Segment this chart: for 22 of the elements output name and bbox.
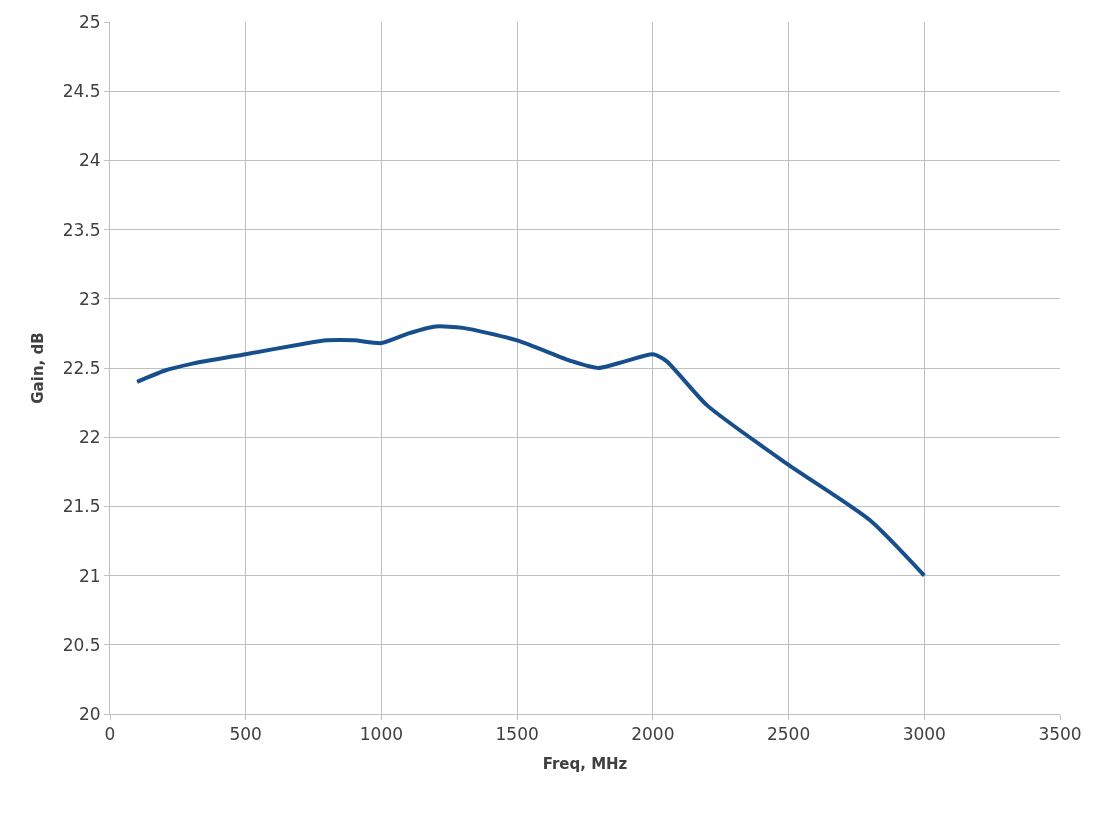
x-tick-label: 3000 [902, 724, 946, 745]
y-tick-label: 23.5 [62, 219, 101, 240]
x-tick-label: 3500 [1038, 724, 1082, 745]
y-tick-label: 24 [78, 150, 101, 171]
y-tick-label: 22.5 [62, 357, 101, 378]
y-tick-label: 20 [78, 703, 101, 724]
y-tick-label: 22 [78, 427, 101, 448]
y-tick-label: 25 [78, 11, 101, 32]
y-tick-label: 24.5 [62, 81, 101, 102]
y-tick-label: 21.5 [62, 496, 101, 517]
x-tick-label: 1500 [495, 724, 539, 745]
x-tick-label: 2500 [766, 724, 811, 745]
y-tick-label: 23 [78, 288, 101, 309]
y-tick-label: 20.5 [62, 634, 101, 655]
x-tick-label: 1000 [359, 724, 404, 745]
y-axis-title: Gain, dB [28, 332, 47, 404]
line-series [135, 324, 927, 578]
x-tick-label: 0 [104, 724, 116, 745]
x-tick-label: 2000 [631, 724, 675, 745]
x-axis-title: Freq, MHz [542, 755, 628, 774]
x-tick-label: 500 [229, 724, 262, 745]
y-tick-label: 21 [78, 565, 101, 586]
